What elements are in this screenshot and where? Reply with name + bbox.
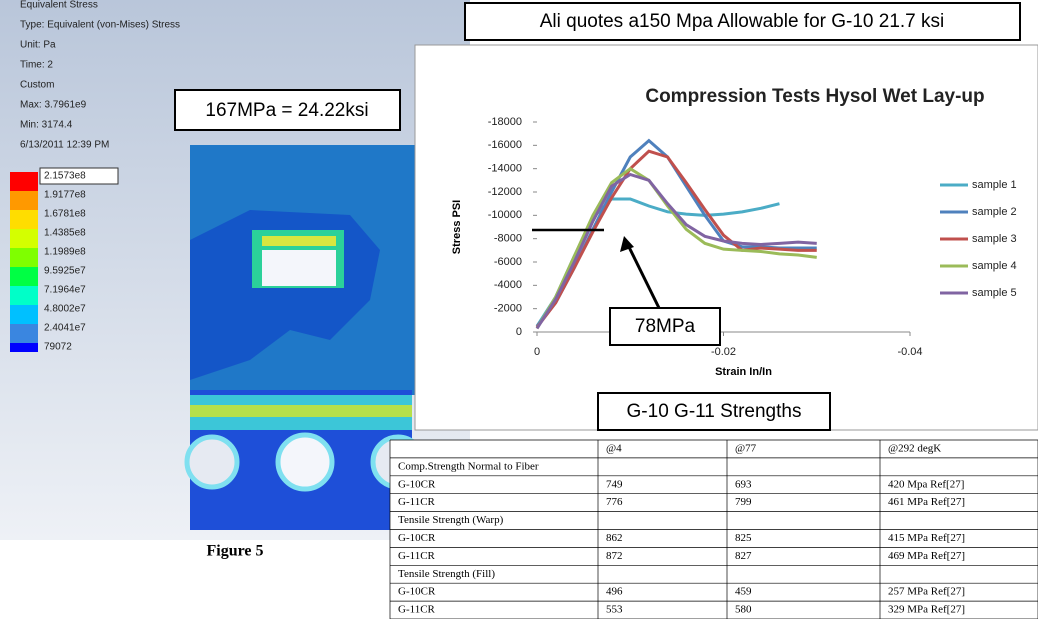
- table-cell: 749: [606, 478, 623, 490]
- table-cell: 693: [735, 478, 752, 490]
- callout-box: [597, 392, 831, 431]
- table-cell: 799: [735, 496, 752, 508]
- callout-box: [174, 89, 401, 131]
- y-tick-label: -14000: [488, 163, 522, 175]
- fea-info: Time: 2: [20, 60, 53, 71]
- fea-info: Min: 3174.4: [20, 120, 73, 131]
- table-cell: 827: [735, 550, 752, 562]
- x-tick-label: -0.04: [897, 346, 922, 358]
- callout: G-10 G-11 Strengths: [627, 401, 802, 422]
- fea-legend-label: 1.6781e8: [44, 209, 86, 220]
- annotation-box: [609, 307, 721, 346]
- series-line: [535, 149, 817, 329]
- y-tick-label: 0: [516, 326, 522, 338]
- fea-info: Unit: Pa: [20, 40, 56, 51]
- table-header: @4: [606, 442, 622, 454]
- table-cell: 553: [606, 604, 623, 616]
- x-tick-label: 0: [534, 346, 540, 358]
- y-tick-label: -12000: [488, 186, 522, 198]
- chart-title: Compression Tests Hysol Wet Lay-up: [645, 86, 984, 107]
- table-cell: 872: [606, 550, 623, 562]
- table-cell: G-10CR: [398, 532, 436, 544]
- table-cell: 496: [606, 586, 623, 598]
- legend-label: sample 4: [972, 260, 1017, 272]
- table-header: @292 degK: [888, 442, 941, 454]
- legend-label: sample 2: [972, 206, 1017, 218]
- fea-legend-label: 2.4041e7: [44, 323, 86, 334]
- fea-legend-label: 9.5925e7: [44, 266, 86, 277]
- legend-label: sample 1: [972, 179, 1017, 191]
- figure-caption: Figure 5: [206, 543, 263, 560]
- legend-label: sample 5: [972, 287, 1017, 299]
- table-cell: Comp.Strength Normal to Fiber: [398, 460, 539, 472]
- callout: 167MPa = 24.22ksi: [205, 100, 368, 121]
- strength-table: @4 @77 @292 degK Comp.Strength Normal to Fi…: [389, 439, 1038, 619]
- y-tick-label: -18000: [488, 116, 522, 128]
- table-cell: Tensile Strength (Fill): [398, 568, 495, 580]
- fea-info: Equivalent Stress: [20, 0, 98, 11]
- fea-info: Type: Equivalent (von-Mises) Stress: [20, 20, 180, 31]
- table-cell: G-11CR: [398, 604, 436, 616]
- table-cell: 459: [735, 586, 752, 598]
- fea-legend-label: 7.1964e7: [44, 285, 86, 296]
- fea-text: Equivalent Stress Type: Equivalent (von-M…: [20, 0, 180, 353]
- y-tick-label: -8000: [494, 233, 522, 245]
- fea-info: Custom: [20, 80, 54, 91]
- fea-info: 6/13/2011 12:39 PM: [20, 140, 109, 151]
- table-cell: 257 MPa Ref[27]: [888, 586, 965, 598]
- table-cell: Tensile Strength (Warp): [398, 514, 504, 526]
- callout: Ali quotes a150 Mpa Allowable for G-10 2…: [540, 11, 945, 32]
- table-cell: 862: [606, 532, 623, 544]
- y-tick-label: -16000: [488, 139, 522, 151]
- y-axis-label: Stress PSI: [451, 200, 463, 254]
- fea-legend-label: 1.4385e8: [44, 228, 86, 239]
- fea-legend-label: 4.8002e7: [44, 304, 86, 315]
- table-cell: 469 MPa Ref[27]: [888, 550, 965, 562]
- table-cell: 415 MPa Ref[27]: [888, 532, 965, 544]
- y-tick-label: -10000: [488, 209, 522, 221]
- table-cell: 776: [606, 496, 623, 508]
- y-tick-label: -2000: [494, 303, 522, 315]
- fea-legend-label: 79072: [44, 342, 72, 353]
- series-line: [535, 166, 817, 330]
- table-cell: G-11CR: [398, 550, 436, 562]
- annotation: 78MPa: [635, 316, 696, 337]
- x-tick-label: -0.02: [711, 346, 736, 358]
- table-cell: G-10CR: [398, 586, 436, 598]
- y-tick-label: -6000: [494, 256, 522, 268]
- table-header: @77: [735, 442, 757, 454]
- table-cell: 420 Mpa Ref[27]: [888, 478, 964, 490]
- fea-info: Max: 3.7961e9: [20, 100, 87, 111]
- x-axis-label: Strain In/In: [715, 366, 772, 378]
- table-cell: 461 MPa Ref[27]: [888, 496, 965, 508]
- fea-color-bar: [10, 167, 119, 352]
- table-cell: 580: [735, 604, 752, 616]
- fea-model: [184, 145, 426, 530]
- callout-box: [464, 2, 1021, 41]
- fea-legend-label: 1.1989e8: [44, 247, 86, 258]
- table-cell: 825: [735, 532, 752, 544]
- chart: Compression Tests Hysol Wet Lay-up Stress…: [451, 86, 1017, 378]
- table-cell: 329 MPa Ref[27]: [888, 604, 965, 616]
- table-cell: G-10CR: [398, 478, 436, 490]
- legend-label: sample 3: [972, 233, 1017, 245]
- annotation-arrow: [626, 244, 662, 311]
- series-line: [535, 172, 817, 330]
- arrow-head: [620, 236, 634, 252]
- fea-legend-label: 2.1573e8: [44, 171, 86, 182]
- table-cell: G-11CR: [398, 496, 436, 508]
- fea-legend-label: 1.9177e8: [44, 190, 86, 201]
- y-tick-label: -4000: [494, 279, 522, 291]
